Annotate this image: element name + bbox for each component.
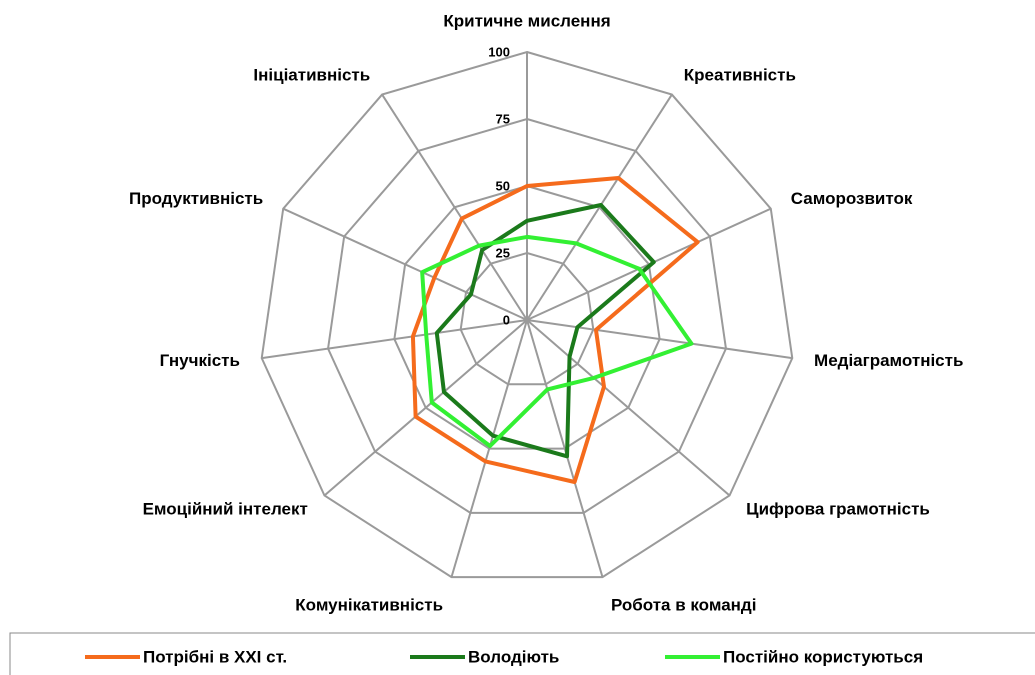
category-label: Гнучкість [160, 351, 240, 370]
legend-label: Потрібні в XXI ст. [143, 647, 287, 666]
category-label: Комунікативність [295, 595, 443, 614]
grid-ring [459, 251, 595, 386]
category-label: Критичне мислення [443, 11, 610, 30]
tick-label: 50 [496, 178, 510, 193]
tick-label: 75 [496, 111, 510, 126]
category-label: Емоційний інтелект [143, 499, 308, 518]
spoke [526, 319, 604, 578]
category-label: Продуктивність [129, 189, 263, 208]
legend-box [9, 632, 1035, 675]
spoke [526, 319, 793, 360]
legend-label: Володіють [468, 647, 559, 666]
legend-label: Постійно користуються [723, 647, 923, 666]
category-label: Медіаграмотність [814, 351, 963, 370]
category-label: Саморозвиток [791, 189, 913, 208]
category-label: Цифрова грамотність [746, 499, 930, 518]
spoke [381, 94, 528, 321]
series-line [434, 203, 656, 459]
spoke [282, 207, 528, 321]
grid-ring [327, 117, 727, 514]
category-label: Робота в команді [611, 595, 756, 614]
tick-label: 0 [503, 312, 510, 327]
grid-ring [393, 184, 661, 450]
spoke [526, 319, 731, 497]
category-label: Креативність [684, 66, 796, 85]
grid-ring [260, 50, 794, 579]
tick-label: 25 [496, 245, 510, 260]
series-line [410, 175, 700, 485]
category-label: Ініціативність [253, 66, 370, 85]
tick-label: 100 [488, 44, 510, 59]
spoke [450, 319, 528, 578]
spoke [261, 319, 528, 360]
spoke [323, 319, 528, 497]
series-line [420, 234, 694, 449]
